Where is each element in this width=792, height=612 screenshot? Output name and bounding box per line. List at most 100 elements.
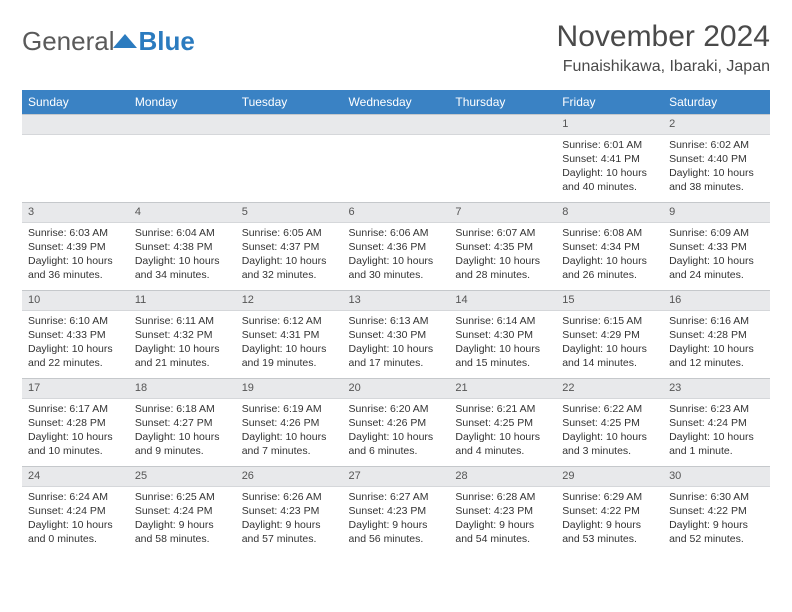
sunset-text: Sunset: 4:23 PM (455, 504, 550, 518)
sunset-text: Sunset: 4:23 PM (349, 504, 444, 518)
calendar-day-cell: 27Sunrise: 6:27 AMSunset: 4:23 PMDayligh… (343, 466, 450, 554)
sunrise-text: Sunrise: 6:25 AM (135, 490, 230, 504)
day-number: 16 (663, 290, 770, 311)
daylight-text: Daylight: 10 hours and 26 minutes. (562, 254, 657, 282)
sunset-text: Sunset: 4:28 PM (28, 416, 123, 430)
calendar-day-cell: 28Sunrise: 6:28 AMSunset: 4:23 PMDayligh… (449, 466, 556, 554)
sunrise-text: Sunrise: 6:03 AM (28, 226, 123, 240)
day-body: Sunrise: 6:28 AMSunset: 4:23 PMDaylight:… (449, 487, 556, 552)
daylight-text: Daylight: 10 hours and 15 minutes. (455, 342, 550, 370)
day-number: 17 (22, 378, 129, 399)
calendar-day-cell (236, 114, 343, 202)
sunset-text: Sunset: 4:24 PM (669, 416, 764, 430)
sunset-text: Sunset: 4:23 PM (242, 504, 337, 518)
calendar-day-cell: 19Sunrise: 6:19 AMSunset: 4:26 PMDayligh… (236, 378, 343, 466)
day-body: Sunrise: 6:26 AMSunset: 4:23 PMDaylight:… (236, 487, 343, 552)
daylight-text: Daylight: 9 hours and 53 minutes. (562, 518, 657, 546)
daylight-text: Daylight: 10 hours and 6 minutes. (349, 430, 444, 458)
daylight-text: Daylight: 10 hours and 24 minutes. (669, 254, 764, 282)
day-number: 29 (556, 466, 663, 487)
calendar-day-cell: 4 Sunrise: 6:04 AMSunset: 4:38 PMDaylight… (129, 202, 236, 290)
sunrise-text: Sunrise: 6:27 AM (349, 490, 444, 504)
day-body: Sunrise: 6:19 AMSunset: 4:26 PMDaylight:… (236, 399, 343, 464)
sunset-text: Sunset: 4:38 PM (135, 240, 230, 254)
sunset-text: Sunset: 4:40 PM (669, 152, 764, 166)
day-header: Thursday (449, 90, 556, 114)
calendar-day-cell: 1Sunrise: 6:01 AMSunset: 4:41 PMDaylight… (556, 114, 663, 202)
sunrise-text: Sunrise: 6:17 AM (28, 402, 123, 416)
day-header: Sunday (22, 90, 129, 114)
day-number: 1 (556, 114, 663, 135)
daylight-text: Daylight: 10 hours and 34 minutes. (135, 254, 230, 282)
calendar-day-cell: 13Sunrise: 6:13 AMSunset: 4:30 PMDayligh… (343, 290, 450, 378)
day-header: Friday (556, 90, 663, 114)
calendar-day-cell: 18Sunrise: 6:18 AMSunset: 4:27 PMDayligh… (129, 378, 236, 466)
day-number: 3 (22, 202, 129, 223)
calendar-day-cell: 2Sunrise: 6:02 AMSunset: 4:40 PMDaylight… (663, 114, 770, 202)
day-body: Sunrise: 6:10 AMSunset: 4:33 PMDaylight:… (22, 311, 129, 376)
calendar-day-cell: 16Sunrise: 6:16 AMSunset: 4:28 PMDayligh… (663, 290, 770, 378)
calendar-day-cell: 14Sunrise: 6:14 AMSunset: 4:30 PMDayligh… (449, 290, 556, 378)
day-body: Sunrise: 6:05 AMSunset: 4:37 PMDaylight:… (236, 223, 343, 288)
day-body: Sunrise: 6:24 AMSunset: 4:24 PMDaylight:… (22, 487, 129, 552)
calendar-day-cell: 26Sunrise: 6:26 AMSunset: 4:23 PMDayligh… (236, 466, 343, 554)
calendar-table: Sunday Monday Tuesday Wednesday Thursday… (22, 90, 770, 554)
day-number (22, 114, 129, 135)
sunrise-text: Sunrise: 6:22 AM (562, 402, 657, 416)
day-number (449, 114, 556, 135)
sunset-text: Sunset: 4:33 PM (669, 240, 764, 254)
sunrise-text: Sunrise: 6:26 AM (242, 490, 337, 504)
day-header: Saturday (663, 90, 770, 114)
daylight-text: Daylight: 10 hours and 4 minutes. (455, 430, 550, 458)
sunrise-text: Sunrise: 6:19 AM (242, 402, 337, 416)
sunrise-text: Sunrise: 6:09 AM (669, 226, 764, 240)
calendar-week-row: 24Sunrise: 6:24 AMSunset: 4:24 PMDayligh… (22, 466, 770, 554)
daylight-text: Daylight: 9 hours and 58 minutes. (135, 518, 230, 546)
day-number (129, 114, 236, 135)
calendar-day-cell: 24Sunrise: 6:24 AMSunset: 4:24 PMDayligh… (22, 466, 129, 554)
sunrise-text: Sunrise: 6:21 AM (455, 402, 550, 416)
sunrise-text: Sunrise: 6:04 AM (135, 226, 230, 240)
sunset-text: Sunset: 4:24 PM (135, 504, 230, 518)
sunset-text: Sunset: 4:41 PM (562, 152, 657, 166)
day-body: Sunrise: 6:08 AMSunset: 4:34 PMDaylight:… (556, 223, 663, 288)
day-body (129, 135, 236, 143)
day-body: Sunrise: 6:21 AMSunset: 4:25 PMDaylight:… (449, 399, 556, 464)
day-number: 10 (22, 290, 129, 311)
daylight-text: Daylight: 9 hours and 54 minutes. (455, 518, 550, 546)
day-number: 6 (343, 202, 450, 223)
day-body: Sunrise: 6:09 AMSunset: 4:33 PMDaylight:… (663, 223, 770, 288)
calendar-day-cell (129, 114, 236, 202)
day-body: Sunrise: 6:06 AMSunset: 4:36 PMDaylight:… (343, 223, 450, 288)
sunrise-text: Sunrise: 6:20 AM (349, 402, 444, 416)
sunrise-text: Sunrise: 6:01 AM (562, 138, 657, 152)
day-body: Sunrise: 6:20 AMSunset: 4:26 PMDaylight:… (343, 399, 450, 464)
sunrise-text: Sunrise: 6:15 AM (562, 314, 657, 328)
sunrise-text: Sunrise: 6:14 AM (455, 314, 550, 328)
calendar-day-cell: 3Sunrise: 6:03 AMSunset: 4:39 PMDaylight… (22, 202, 129, 290)
day-number: 2 (663, 114, 770, 135)
day-body: Sunrise: 6:17 AMSunset: 4:28 PMDaylight:… (22, 399, 129, 464)
sunset-text: Sunset: 4:31 PM (242, 328, 337, 342)
calendar-day-cell: 15Sunrise: 6:15 AMSunset: 4:29 PMDayligh… (556, 290, 663, 378)
day-number: 28 (449, 466, 556, 487)
day-number: 4 (129, 202, 236, 223)
day-body: Sunrise: 6:23 AMSunset: 4:24 PMDaylight:… (663, 399, 770, 464)
month-title: November 2024 (557, 20, 770, 54)
sunset-text: Sunset: 4:25 PM (562, 416, 657, 430)
day-number: 22 (556, 378, 663, 399)
calendar-week-row: 17Sunrise: 6:17 AMSunset: 4:28 PMDayligh… (22, 378, 770, 466)
sunset-text: Sunset: 4:25 PM (455, 416, 550, 430)
day-body: Sunrise: 6:15 AMSunset: 4:29 PMDaylight:… (556, 311, 663, 376)
sunset-text: Sunset: 4:22 PM (562, 504, 657, 518)
calendar-day-cell: 21Sunrise: 6:21 AMSunset: 4:25 PMDayligh… (449, 378, 556, 466)
day-body: Sunrise: 6:18 AMSunset: 4:27 PMDaylight:… (129, 399, 236, 464)
day-header: Monday (129, 90, 236, 114)
day-number: 27 (343, 466, 450, 487)
day-body (22, 135, 129, 143)
calendar-day-cell (449, 114, 556, 202)
day-header: Wednesday (343, 90, 450, 114)
sunrise-text: Sunrise: 6:11 AM (135, 314, 230, 328)
daylight-text: Daylight: 10 hours and 9 minutes. (135, 430, 230, 458)
sunrise-text: Sunrise: 6:02 AM (669, 138, 764, 152)
